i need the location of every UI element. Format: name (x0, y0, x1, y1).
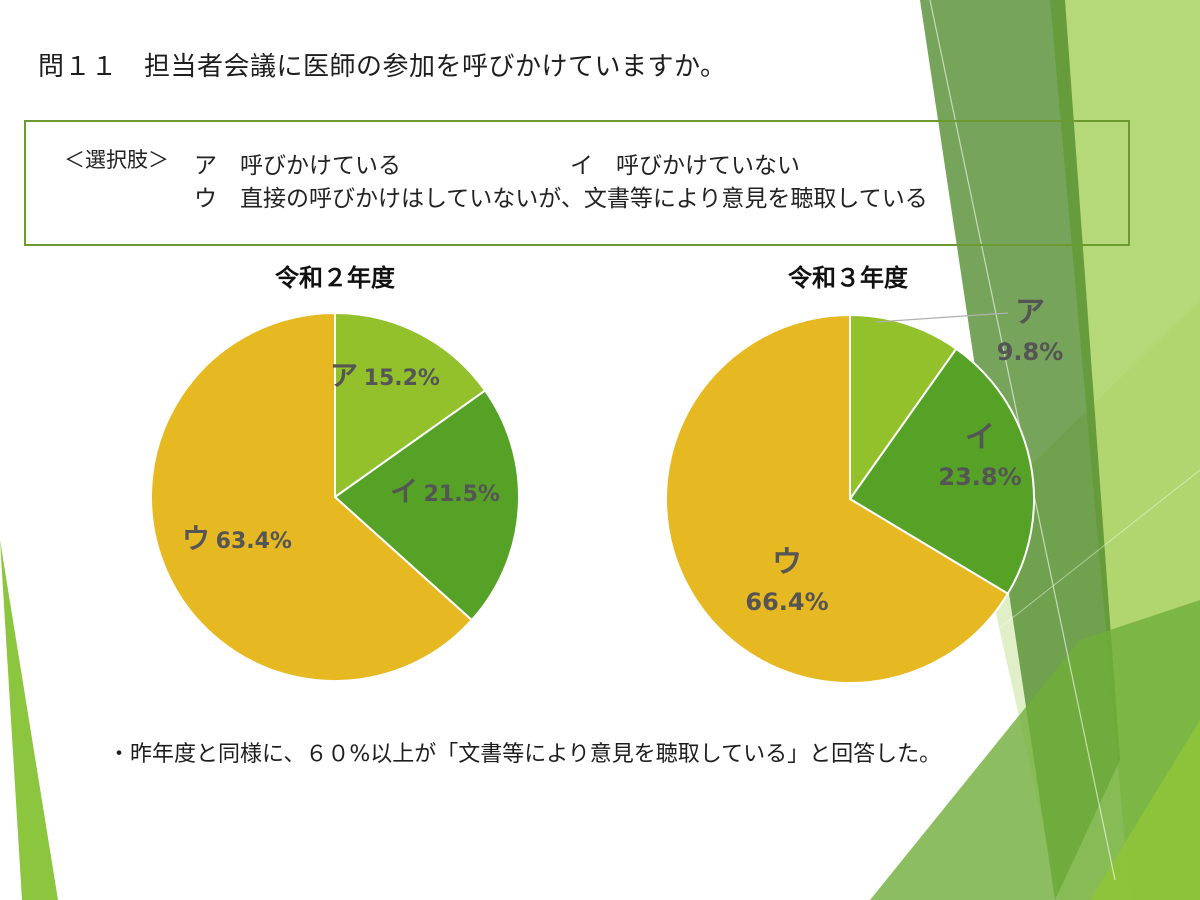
slice-value-r2-a: 15.2% (363, 366, 440, 391)
slice-value-r3-u: 66.4% (745, 587, 829, 616)
label-leader-line-r3-a (875, 312, 1009, 323)
pie-slice-r3-u (665, 313, 1010, 684)
deco-left-strip (0, 540, 58, 900)
slice-value-r2-i: 21.5% (423, 482, 500, 507)
choices-tag: ＜選択肢＞ (64, 148, 169, 172)
deco-right-mid-band (870, 600, 1200, 900)
slice-key-r3-i: イ (964, 419, 995, 455)
slice-key-r2-i: イ (390, 475, 419, 508)
deco-right-bright-band (1090, 720, 1200, 900)
summary-text: ・昨年度と同様に、６０%以上が「文書等により意見を聴取している」と回答した。 (108, 742, 942, 767)
chart-title-r3: 令和３年度 (788, 264, 908, 292)
slice-key-r3-u: ウ (771, 544, 802, 580)
slice-label-r3-u: ウ 66.4% (745, 541, 828, 619)
slice-label-r3-i: イ 23.8% (938, 416, 1021, 494)
pie-chart-r2 (150, 311, 520, 682)
pie-slice-r2-i (333, 389, 520, 622)
choice-u: ウ 直接の呼びかけはしていないが、文書等により意見を聴取している (194, 186, 928, 212)
pie-slice-r2-u (150, 311, 474, 682)
deco-thin-line-2 (679, 469, 1200, 881)
slice-key-r2-u: ウ (182, 522, 211, 555)
choices-box: ＜選択肢＞ ア 呼びかけている イ 呼びかけていない ウ 直接の呼びかけはしてい… (24, 120, 1130, 246)
chart-title-r2: 令和２年度 (275, 264, 395, 292)
choice-i: イ 呼びかけていない (570, 153, 800, 179)
slice-label-r2-a: ア 15.2% (330, 354, 440, 394)
slice-label-r3-a: ア 9.8% (997, 291, 1064, 369)
pie-chart-r3 (665, 313, 1035, 684)
slice-label-r2-i: イ 21.5% (390, 470, 500, 510)
slice-value-r3-i: 23.8% (938, 462, 1022, 491)
slice-key-r3-a: ア (1015, 294, 1045, 330)
page-title: 問１１ 担当者会議に医師の参加を呼びかけていますか。 (38, 52, 727, 82)
choice-a: ア 呼びかけている (194, 153, 401, 179)
pie-slice-r3-a (849, 313, 958, 503)
slice-value-r2-u: 63.4% (215, 529, 292, 554)
slice-label-r2-u: ウ 63.4% (182, 517, 292, 557)
slice-key-r2-a: ア (330, 359, 359, 392)
pie-slice-r3-i (848, 347, 1035, 596)
pie-slice-r2-a (334, 311, 487, 499)
slice-value-r3-a: 9.8% (996, 337, 1064, 366)
